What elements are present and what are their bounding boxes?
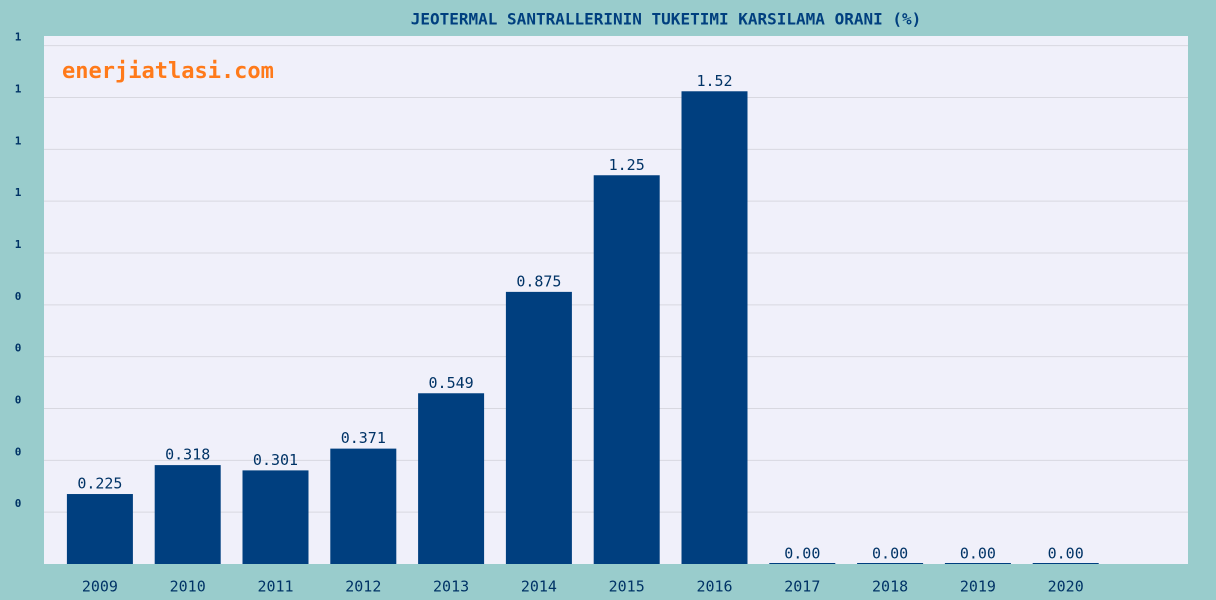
chart-title: JEOTERMAL SANTRALLERININ TUKETIMI KARSIL… — [411, 10, 922, 29]
y-tick-label: 0 — [15, 290, 22, 303]
y-tick-label: 1 — [15, 238, 22, 251]
x-tick-label: 2018 — [872, 578, 908, 596]
y-tick-label: 1 — [15, 31, 22, 44]
x-tick-label: 2014 — [521, 578, 557, 596]
y-tick-label: 1 — [15, 83, 22, 96]
value-label: 0.549 — [429, 374, 474, 392]
x-tick-label: 2015 — [609, 578, 645, 596]
value-label: 0.875 — [516, 272, 561, 290]
bar — [418, 393, 485, 564]
y-tick-label: 1 — [15, 186, 22, 199]
bar — [681, 91, 748, 564]
bar — [593, 175, 660, 564]
value-label: 0.00 — [784, 545, 820, 563]
x-tick-label: 2020 — [1048, 578, 1084, 596]
x-tick-label: 2012 — [345, 578, 381, 596]
bar — [857, 563, 924, 564]
watermark: enerjiatlasi.com — [62, 59, 274, 84]
x-tick-label: 2019 — [960, 578, 996, 596]
y-tick-label: 1 — [15, 134, 22, 147]
x-tick-label: 2013 — [433, 578, 469, 596]
bar — [154, 465, 221, 564]
value-label: 0.371 — [341, 429, 386, 447]
y-tick-label: 0 — [15, 445, 22, 458]
y-tick-label: 0 — [15, 394, 22, 407]
x-tick-label: 2017 — [784, 578, 820, 596]
bar — [1032, 563, 1099, 564]
value-label: 0.318 — [165, 446, 210, 464]
value-label: 0.225 — [77, 475, 122, 493]
bar — [505, 291, 572, 564]
y-tick-label: 0 — [15, 342, 22, 355]
bar — [66, 494, 133, 564]
value-label: 0.00 — [960, 545, 996, 563]
bar — [330, 448, 397, 564]
x-tick-label: 2009 — [82, 578, 118, 596]
x-tick-label: 2011 — [257, 578, 293, 596]
x-tick-label: 2010 — [170, 578, 206, 596]
x-tick-label: 2016 — [696, 578, 732, 596]
bar — [769, 563, 836, 564]
bar — [242, 470, 309, 564]
value-label: 1.25 — [609, 156, 645, 174]
y-tick-label: 0 — [15, 497, 22, 510]
value-label: 1.52 — [696, 72, 732, 90]
bar — [944, 563, 1011, 564]
value-label: 0.301 — [253, 451, 298, 469]
value-label: 0.00 — [872, 545, 908, 563]
value-label: 0.00 — [1048, 545, 1084, 563]
